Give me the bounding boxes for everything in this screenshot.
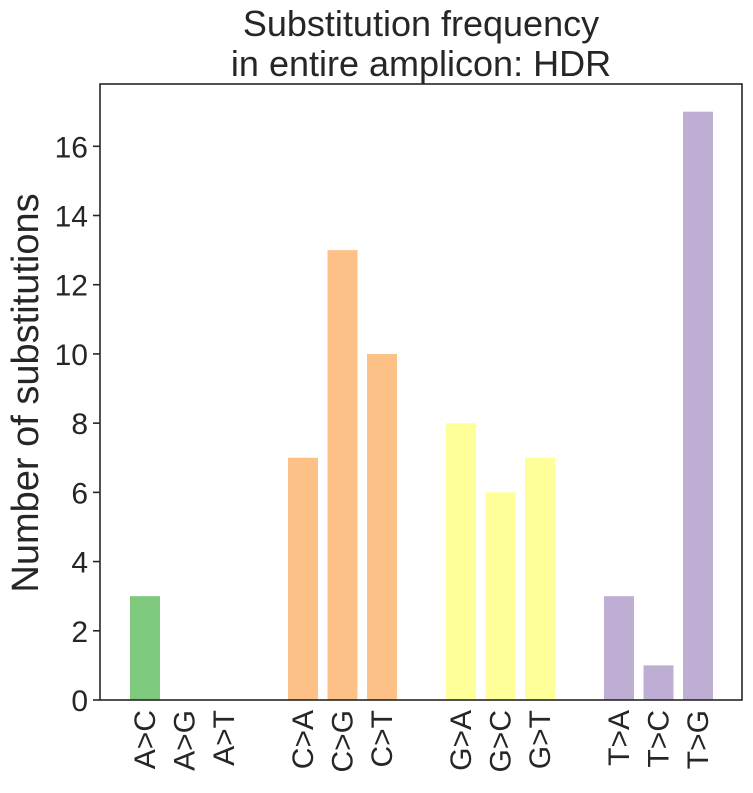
x-tick-label: T>G <box>682 710 715 769</box>
bar-C-to-A <box>288 457 318 700</box>
plot-area <box>130 111 713 700</box>
x-tick-label: C>G <box>327 710 360 773</box>
y-axis-ticks: 0 2 4 6 8 10 12 14 16 <box>55 131 100 718</box>
bar-A-to-C <box>130 596 160 700</box>
x-tick-label: G>T <box>524 710 557 769</box>
bar-G-to-T <box>525 457 555 700</box>
y-tick-label: 16 <box>55 131 88 164</box>
x-tick-label: A>C <box>129 710 162 769</box>
bar-G-to-A <box>446 423 476 700</box>
x-tick-label: G>C <box>485 710 518 773</box>
y-tick-label: 12 <box>55 270 88 303</box>
y-tick-label: 0 <box>71 685 88 718</box>
y-tick-label: 6 <box>71 477 88 510</box>
y-tick-label: 8 <box>71 408 88 441</box>
bar-T-to-C <box>643 665 674 700</box>
chart-title-line-1: Substitution frequency <box>243 3 599 44</box>
x-tick-label: C>A <box>287 710 320 769</box>
y-tick-label: 14 <box>55 201 88 234</box>
x-tick-label: T>C <box>643 710 676 768</box>
y-tick-label: 4 <box>71 547 88 580</box>
y-tick-label: 10 <box>55 339 88 372</box>
bar-C-to-T <box>367 353 397 700</box>
plot-frame <box>99 83 743 701</box>
bar-T-to-G <box>683 111 713 700</box>
y-axis-label: Number of substitutions <box>5 193 47 592</box>
bar-C-to-G <box>327 250 358 700</box>
y-tick-label: 2 <box>71 616 88 649</box>
x-tick-label: A>G <box>169 710 202 771</box>
x-axis-ticks: A>C A>G A>T C>A C>G C>T G>A G>C G>T T>A T>C T>G <box>129 710 715 773</box>
bar-G-to-C <box>485 492 516 700</box>
bar-T-to-A <box>604 596 634 700</box>
x-tick-label: G>A <box>445 710 478 771</box>
x-tick-label: T>A <box>603 710 636 766</box>
x-tick-label: C>T <box>366 710 399 768</box>
chart-title-line-2: in entire amplicon: HDR <box>231 43 611 84</box>
x-tick-label: A>T <box>208 710 241 766</box>
